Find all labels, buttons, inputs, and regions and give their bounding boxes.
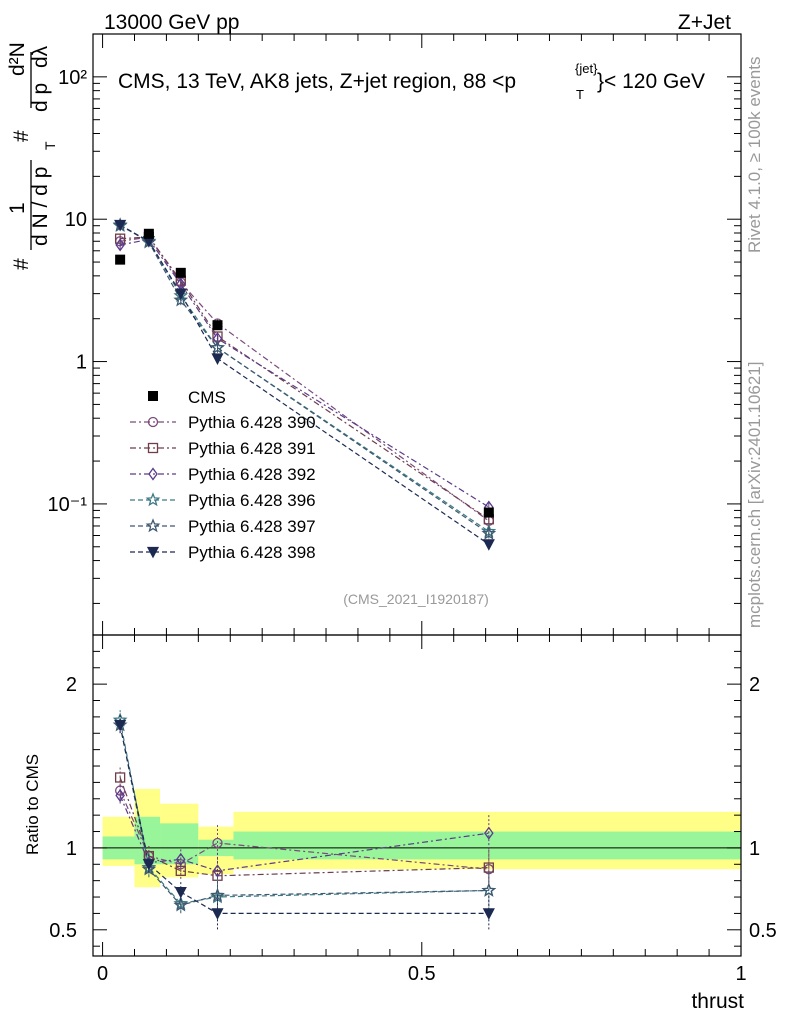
mcplots-reference-label: mcplots.cern.ch [arXiv:2401.10621] xyxy=(745,362,764,628)
ratio-series-marker xyxy=(210,887,225,902)
main-y-axis-label: # 1 d N / d p T # d²N d p dλ xyxy=(6,42,58,270)
ratio-axis-ticks xyxy=(93,635,742,956)
x-tick-label: 0 xyxy=(97,963,108,985)
ratio-series-marker xyxy=(175,852,186,866)
ratio-uncertainty-bands xyxy=(102,788,742,888)
main-tick-labels: 10⁻¹ 1 10 10² xyxy=(48,67,88,516)
main-y-tick-label: 10 xyxy=(65,209,87,231)
legend-series-marker xyxy=(145,518,161,533)
title-subscript: T xyxy=(576,87,584,102)
cms-data-point xyxy=(143,228,154,239)
header-process-label: Z+Jet xyxy=(678,11,731,34)
legend: CMS Pythia 6.428 390 Pythia 6.428 391 Pythi… xyxy=(130,388,316,562)
ratio-series-marker xyxy=(482,908,495,920)
main-plot-panel: 10⁻¹ 1 10 10² CMS, 13 TeV, AK8 jets, Z+jet … xyxy=(48,33,742,636)
cms-data-point xyxy=(175,267,186,278)
legend-series-label: Pythia 6.428 391 xyxy=(188,439,316,458)
ratio-series-line xyxy=(119,795,489,872)
legend-series-marker xyxy=(148,467,158,481)
cms-data-point xyxy=(483,507,494,518)
ratio-y-tick-label-right: 0.5 xyxy=(749,920,777,942)
ratio-y-tick-label-right: 2 xyxy=(749,674,760,696)
ylabel-dlambda: dλ xyxy=(29,45,52,68)
ratio-series-marker xyxy=(174,886,187,899)
x-axis-label: thrust xyxy=(691,990,744,1013)
ratio-plot-panel: 0 0.5 10.5 0.51 12 2 Ratio to CMS thrust xyxy=(23,634,777,1013)
legend-cms-marker xyxy=(148,391,158,401)
x-tick-label: 0.5 xyxy=(408,963,436,985)
main-series-line xyxy=(119,224,490,534)
ratio-series-marker xyxy=(212,837,223,849)
ylabel-hash-1: # xyxy=(10,258,33,270)
ratio-y-tick-label-left: 0.5 xyxy=(49,920,77,942)
ratio-series-marker xyxy=(142,859,155,871)
ylabel-d2N: d²N xyxy=(6,42,29,76)
x-tick-label: 1 xyxy=(735,963,746,985)
ylabel-T-subscript: T xyxy=(42,141,58,150)
main-series-markers xyxy=(112,217,497,551)
ratio-series-marker xyxy=(483,862,494,873)
main-y-tick-label: 10² xyxy=(58,67,87,89)
ratio-series-marker xyxy=(211,908,224,920)
main-series-marker xyxy=(211,353,224,365)
ratio-series-marker xyxy=(175,859,186,870)
ratio-y-tick-label-left: 2 xyxy=(66,674,77,696)
ylabel-hash-2: # xyxy=(10,130,33,142)
ratio-series-marker xyxy=(212,864,223,878)
ratio-series-line xyxy=(119,790,489,870)
legend-series-label: Pythia 6.428 392 xyxy=(188,465,316,484)
main-plot-title: CMS, 13 TeV, AK8 jets, Z+jet region, 88 … xyxy=(118,61,705,102)
title-end-text: }< 120 GeV xyxy=(597,70,705,93)
analysis-id-label: (CMS_2021_I1920187) xyxy=(343,591,489,607)
legend-series-marker xyxy=(147,416,159,428)
legend-series-label: Pythia 6.428 390 xyxy=(188,413,316,432)
rivet-version-label: Rivet 4.1.0, ≥ 100k events xyxy=(745,57,764,253)
ratio-y-axis-label: Ratio to CMS xyxy=(23,754,42,855)
header-energy-label: 13000 GeV pp xyxy=(104,11,239,34)
title-main-text: CMS, 13 TeV, AK8 jets, Z+jet region, 88 … xyxy=(118,70,516,93)
ratio-y-tick-label-right: 1 xyxy=(749,838,760,860)
main-series-marker xyxy=(174,288,187,301)
ylabel-one: 1 xyxy=(6,202,29,214)
main-series-line xyxy=(120,236,490,520)
main-axis-ticks xyxy=(93,33,742,635)
main-series-marker xyxy=(482,539,495,551)
legend-cms-label: CMS xyxy=(188,388,226,407)
ratio-series-marker xyxy=(173,895,189,910)
main-series-line xyxy=(119,225,490,532)
ratio-series-marker xyxy=(114,719,127,732)
ratio-series-line xyxy=(119,720,489,905)
main-series-marker xyxy=(115,238,125,252)
main-series-marker xyxy=(210,339,225,355)
main-series-marker xyxy=(173,292,189,307)
ratio-series-marker xyxy=(484,826,494,840)
ratio-series-markers xyxy=(112,710,497,932)
legend-series-label: Pythia 6.428 396 xyxy=(188,491,316,510)
ratio-series-marker xyxy=(173,897,189,912)
ratio-y-tick-label-left: 1 xyxy=(66,838,77,860)
ratio-tick-labels: 0 0.5 10.5 0.51 12 2 xyxy=(49,674,777,985)
ratio-series-marker xyxy=(115,788,125,803)
legend-series-marker xyxy=(147,442,159,454)
ylabel-dN-dpT: d N / d p xyxy=(29,167,52,246)
legend-series-label: Pythia 6.428 398 xyxy=(188,543,316,562)
ylabel-dpT: d p xyxy=(29,83,52,112)
main-y-tick-label: 1 xyxy=(76,352,87,374)
main-y-tick-label: 10⁻¹ xyxy=(48,494,88,516)
ratio-plot-frame xyxy=(92,634,742,957)
main-series-marker xyxy=(481,525,497,540)
ratio-series-marker xyxy=(481,882,497,897)
ratio-series-marker xyxy=(114,772,126,783)
legend-series-marker xyxy=(145,492,161,507)
legend-series-marker xyxy=(146,546,160,559)
legend-series-label: Pythia 6.428 397 xyxy=(188,517,316,536)
title-superscript: {jet} xyxy=(575,61,598,76)
cms-data-point xyxy=(212,320,223,331)
cms-data-point xyxy=(115,254,126,265)
main-series-marker xyxy=(114,219,127,232)
